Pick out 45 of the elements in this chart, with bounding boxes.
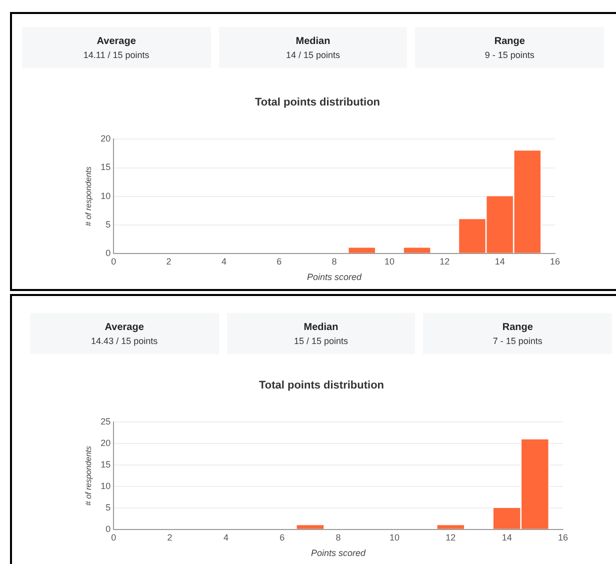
text: Average bbox=[104, 322, 145, 333]
text: 15 / 15 points bbox=[292, 336, 350, 346]
x-tick-label: 14 bbox=[494, 256, 505, 266]
x-tick-label: 8 bbox=[332, 256, 337, 266]
y-tick-label: 20 bbox=[100, 438, 111, 448]
y-tick-label: 5 bbox=[106, 502, 111, 512]
x-tick-label: 2 bbox=[166, 256, 172, 266]
text: 9 - 15 points bbox=[484, 50, 536, 60]
y-axis-title: # of respondents bbox=[84, 166, 94, 226]
x-tick-label: 4 bbox=[221, 256, 226, 266]
x-tick-label: 12 bbox=[440, 256, 450, 266]
x-tick-label: 16 bbox=[558, 532, 568, 542]
y-tick-label: 5 bbox=[106, 219, 111, 230]
x-axis-title: Points scored bbox=[311, 548, 367, 558]
y-tick-label: 20 bbox=[100, 134, 111, 144]
y-tick-label: 15 bbox=[100, 460, 111, 470]
x-tick-label: 6 bbox=[280, 532, 285, 542]
x-tick-label: 6 bbox=[276, 256, 282, 266]
x-tick-label: 12 bbox=[446, 532, 456, 542]
text: Average bbox=[96, 36, 137, 47]
chart-title: Total points distribution bbox=[258, 380, 384, 392]
text: 14 / 15 points bbox=[284, 50, 342, 60]
text: 7 - 15 points bbox=[492, 336, 544, 346]
text: Range bbox=[501, 322, 534, 333]
x-tick-label: 4 bbox=[223, 532, 228, 542]
y-tick-label: 10 bbox=[100, 190, 111, 201]
x-tick-label: 2 bbox=[167, 532, 172, 542]
y-tick-label: 0 bbox=[106, 248, 111, 258]
x-tick-label: 16 bbox=[550, 256, 560, 266]
y-tick-label: 0 bbox=[106, 524, 111, 534]
y-tick-label: 25 bbox=[100, 416, 111, 427]
y-tick-label: 15 bbox=[100, 162, 111, 172]
y-axis-title: # of respondents bbox=[84, 446, 94, 506]
x-tick-label: 10 bbox=[384, 256, 394, 266]
text: 14.43 / 15 points bbox=[90, 336, 159, 346]
text: Median bbox=[302, 322, 340, 333]
text: Range bbox=[493, 36, 526, 47]
chart-title: Total points distribution bbox=[254, 96, 380, 109]
y-tick-label: 10 bbox=[100, 481, 111, 492]
text: 14.11 / 15 points bbox=[82, 50, 150, 60]
x-tick-label: 14 bbox=[502, 532, 512, 542]
x-tick-label: 10 bbox=[389, 532, 400, 542]
text: Median bbox=[294, 36, 332, 47]
x-axis-title: Points scored bbox=[307, 272, 363, 282]
x-tick-label: 8 bbox=[336, 532, 341, 542]
